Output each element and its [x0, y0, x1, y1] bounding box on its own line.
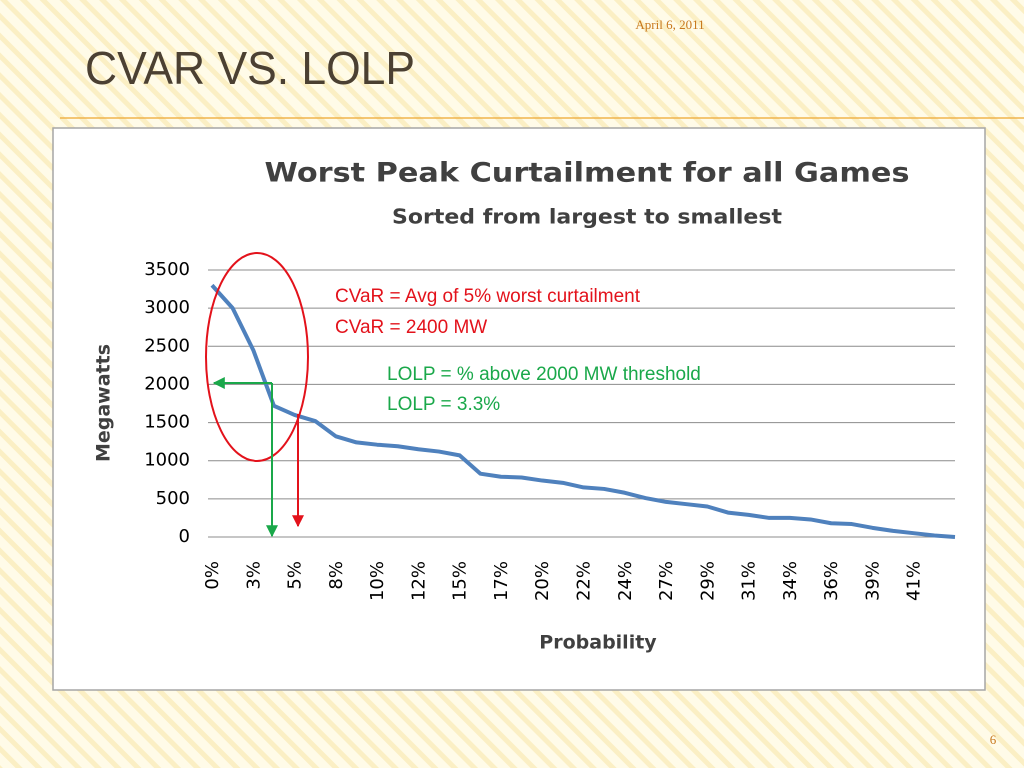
x-tick-label: 39%	[862, 561, 883, 601]
y-tick-label: 2000	[144, 373, 190, 394]
y-tick-label: 3500	[144, 259, 190, 280]
y-tick-label: 1500	[144, 412, 190, 433]
x-tick-label: 34%	[780, 561, 801, 601]
y-tick-label: 500	[156, 488, 190, 509]
plot-area: 0 500 1000 1500 2000 2500 3000 3500 0% 3% 5% 8% 10% 1…	[144, 259, 956, 601]
annotation: LOLP = 3.3%	[387, 394, 500, 415]
x-tick-label: 10%	[367, 561, 388, 601]
x-tick-label: 36%	[821, 561, 842, 601]
x-tick-label: 3%	[243, 561, 264, 590]
y-tick-label: 3000	[144, 297, 190, 318]
highlight-ellipse	[205, 252, 309, 462]
x-tick-label: 27%	[656, 561, 677, 601]
slide-title: CVAR VS. LOLP	[85, 42, 415, 94]
x-tick-label: 24%	[615, 561, 636, 601]
x-tick-label: 41%	[904, 561, 925, 601]
x-tick-label: 29%	[697, 561, 718, 601]
x-tick-label: 0%	[202, 561, 223, 590]
y-axis-label: Megawatts	[93, 344, 115, 462]
x-tick-label: 5%	[285, 561, 306, 590]
chart-frame	[52, 127, 986, 691]
data-line	[210, 283, 956, 539]
annotation: LOLP = % above 2000 MW threshold	[387, 364, 701, 385]
x-tick-label: 17%	[491, 561, 512, 601]
chart-title: Worst Peak Curtailment for all Games	[265, 158, 910, 189]
x-tick-label: 31%	[739, 561, 760, 601]
annotation: CVaR = 2400 MW	[335, 317, 487, 338]
date: April 6, 2011	[635, 17, 704, 32]
y-tick-label: 2500	[144, 335, 190, 356]
y-tick-label: 0	[179, 526, 190, 547]
x-axis-label: Probability	[539, 632, 657, 654]
chart-subtitle: Sorted from largest to smallest	[392, 205, 782, 229]
x-tick-label: 8%	[326, 561, 347, 590]
page-number: 6	[990, 732, 997, 747]
x-tick-label: 22%	[574, 561, 595, 601]
y-tick-label: 1000	[144, 450, 190, 471]
x-tick-label: 15%	[450, 561, 471, 601]
annotation: CVaR = Avg of 5% worst curtailment	[335, 286, 641, 307]
x-tick-label: 20%	[532, 561, 553, 601]
x-tick-label: 12%	[408, 561, 429, 601]
